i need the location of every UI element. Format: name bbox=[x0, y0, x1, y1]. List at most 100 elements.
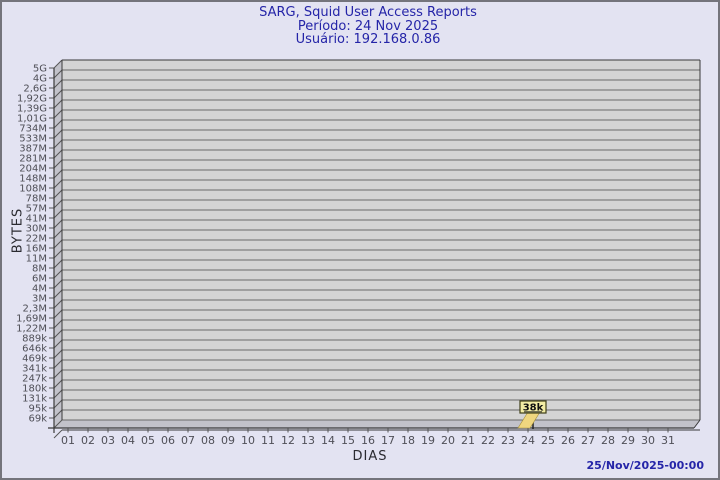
y-tick-label: 2,6G bbox=[23, 84, 47, 95]
y-tick-label: 108M bbox=[19, 184, 47, 195]
y-tick-label: 2,3M bbox=[22, 304, 47, 315]
x-tick-label: 31 bbox=[661, 434, 675, 447]
x-tick-label: 04 bbox=[121, 434, 135, 447]
chart-period-subtitle: Período: 24 Nov 2025 bbox=[297, 18, 439, 34]
y-grid-diagonal bbox=[53, 379, 63, 389]
y-tick-label: 22M bbox=[26, 234, 47, 245]
y-tick-label: 11M bbox=[26, 254, 47, 265]
y-grid-diagonal bbox=[53, 179, 63, 189]
x-tick-label: 12 bbox=[281, 434, 295, 447]
x-tick-label: 29 bbox=[621, 434, 635, 447]
y-tick-label: 247k bbox=[22, 374, 47, 385]
y-tick-label: 5G bbox=[33, 64, 47, 75]
y-tick-label: 281M bbox=[19, 154, 47, 165]
footer-timestamp: 25/Nov/2025-00:00 bbox=[586, 459, 704, 472]
x-tick-label: 30 bbox=[641, 434, 655, 447]
y-grid-diagonal bbox=[53, 429, 63, 439]
y-grid-diagonal bbox=[53, 259, 63, 269]
chart-title: SARG, Squid User Access Reports bbox=[259, 5, 477, 20]
y-grid-diagonal bbox=[53, 79, 63, 89]
y-grid-diagonal bbox=[53, 399, 63, 409]
y-grid-diagonal bbox=[53, 149, 63, 159]
y-tick-label: 3M bbox=[32, 294, 47, 305]
chart-title-block: SARG, Squid User Access Reports Período:… bbox=[18, 6, 718, 47]
x-tick-label: 20 bbox=[441, 434, 455, 447]
y-tick-label: 1,01G bbox=[17, 114, 47, 125]
x-tick-label: 06 bbox=[161, 434, 175, 447]
y-tick-label: 131k bbox=[22, 394, 47, 405]
y-grid-diagonal bbox=[53, 109, 63, 119]
x-tick-label: 22 bbox=[481, 434, 495, 447]
x-tick-label: 18 bbox=[401, 434, 415, 447]
y-grid-diagonal bbox=[53, 239, 63, 249]
x-tick-label: 03 bbox=[101, 434, 115, 447]
y-grid-diagonal bbox=[53, 229, 63, 239]
y-grid-diagonal bbox=[53, 369, 63, 379]
y-tick-label: 69k bbox=[28, 414, 47, 425]
x-tick-label: 14 bbox=[321, 434, 335, 447]
y-grid-diagonal bbox=[53, 319, 63, 329]
x-tick-label: 01 bbox=[61, 434, 75, 447]
annotation-value-box bbox=[519, 400, 547, 414]
x-tick-label: 16 bbox=[361, 434, 375, 447]
y-tick-label: 469k bbox=[22, 354, 47, 365]
x-tick-label: 17 bbox=[381, 434, 395, 447]
y-grid-diagonal bbox=[53, 289, 63, 299]
y-grid-diagonal bbox=[53, 309, 63, 319]
y-grid-diagonal bbox=[53, 199, 63, 209]
y-tick-label: 8M bbox=[32, 264, 47, 275]
y-grid-diagonal bbox=[53, 169, 63, 179]
y-grid-diagonal bbox=[53, 89, 63, 99]
y-grid-diagonal bbox=[53, 189, 63, 199]
y-tick-label: 4G bbox=[33, 74, 47, 85]
annotation-value-label: 38k bbox=[523, 403, 544, 414]
y-grid-diagonal bbox=[53, 329, 63, 339]
x-tick-label: 10 bbox=[241, 434, 255, 447]
y-tick-label: 148M bbox=[19, 174, 47, 185]
x-tick-label: 02 bbox=[81, 434, 95, 447]
y-grid-diagonal bbox=[53, 209, 63, 219]
y-tick-label: 341k bbox=[22, 364, 47, 375]
y-tick-label: 646k bbox=[22, 344, 47, 355]
y-tick-label: 4M bbox=[32, 284, 47, 295]
x-tick-label: 07 bbox=[181, 434, 195, 447]
y-tick-label: 30M bbox=[26, 224, 47, 235]
x-tick-label: 23 bbox=[501, 434, 515, 447]
y-grid-diagonal bbox=[53, 139, 63, 149]
x-tick-label: 21 bbox=[461, 434, 475, 447]
y-grid-diagonal bbox=[53, 59, 63, 69]
y-tick-label: 1,39G bbox=[17, 104, 47, 115]
x-tick-label: 26 bbox=[561, 434, 575, 447]
y-grid-diagonal bbox=[53, 69, 63, 79]
chart-user-subtitle: Usuário: 192.168.0.86 bbox=[295, 32, 441, 47]
y-tick-label: 57M bbox=[26, 204, 47, 215]
x-tick-label: 15 bbox=[341, 434, 355, 447]
y-grid-diagonal bbox=[53, 409, 63, 419]
y-tick-label: 1,22M bbox=[16, 324, 47, 335]
y-grid-diagonal bbox=[53, 119, 63, 129]
y-tick-label: 6M bbox=[32, 274, 47, 285]
y-grid-diagonal bbox=[53, 299, 63, 309]
x-tick-label: 09 bbox=[221, 434, 235, 447]
y-tick-label: 204M bbox=[19, 164, 47, 175]
y-grid-diagonal bbox=[53, 279, 63, 289]
y-tick-label: 533M bbox=[19, 134, 47, 145]
y-grid-diagonal bbox=[53, 339, 63, 349]
x-tick-label: 08 bbox=[201, 434, 215, 447]
y-grid-diagonal bbox=[53, 419, 63, 429]
y-tick-label: 734M bbox=[19, 124, 47, 135]
x-tick-label: 25 bbox=[541, 434, 555, 447]
y-tick-label: 1,92G bbox=[17, 94, 47, 105]
x-tick-label: 05 bbox=[141, 434, 155, 447]
y-grid-diagonal bbox=[53, 159, 63, 169]
y-grid-diagonal bbox=[53, 359, 63, 369]
y-tick-label: 16M bbox=[26, 244, 47, 255]
y-grid-diagonal bbox=[53, 99, 63, 109]
y-grid-diagonal bbox=[53, 389, 63, 399]
y-grid-diagonal bbox=[53, 269, 63, 279]
x-tick-label: 27 bbox=[581, 434, 595, 447]
y-grid-diagonal bbox=[53, 129, 63, 139]
x-axis-title: DIAS bbox=[352, 449, 388, 464]
